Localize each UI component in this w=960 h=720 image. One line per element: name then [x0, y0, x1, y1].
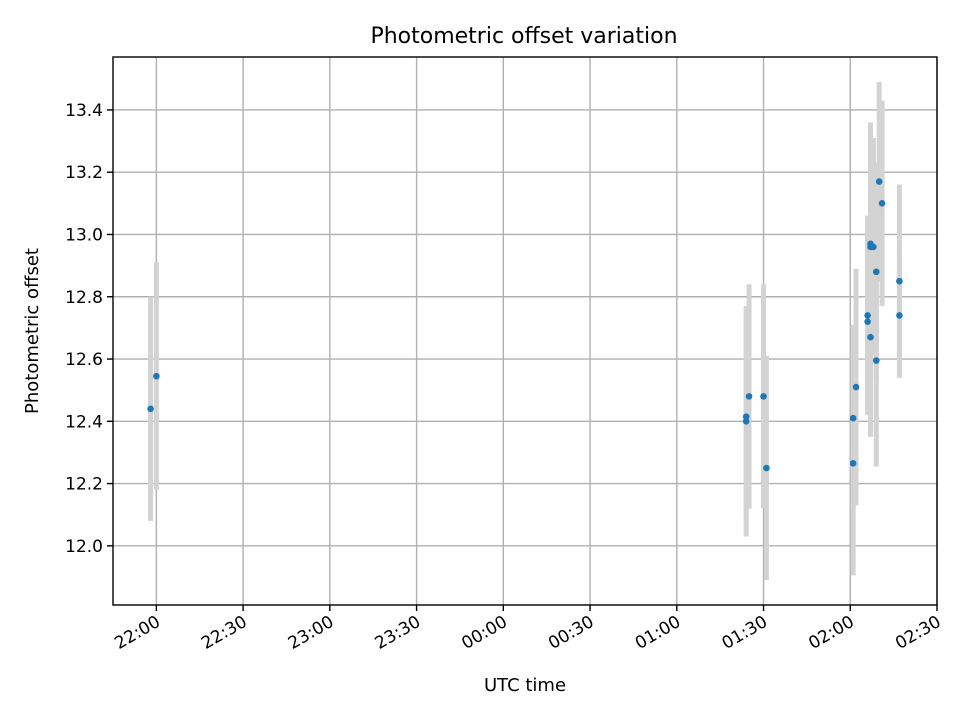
data-point: [742, 413, 750, 420]
y-tick-label: 13.4: [65, 101, 103, 121]
data-point: [896, 277, 903, 285]
y-axis-label: Photometric offset: [22, 248, 43, 414]
plot-frame: [112, 56, 938, 606]
data-point: [147, 405, 154, 413]
data-point: [852, 383, 860, 391]
data-point: [745, 393, 753, 400]
data-point: [849, 460, 857, 467]
data-point: [896, 312, 903, 319]
data-point: [870, 243, 877, 251]
data-point: [875, 178, 883, 185]
data-point: [872, 268, 880, 276]
data-point: [153, 372, 160, 380]
data-point: [763, 464, 770, 472]
point-layer: [147, 178, 903, 472]
y-tick-label: 13.0: [65, 225, 103, 245]
chart-title: Photometric offset variation: [370, 24, 677, 49]
data-point: [872, 357, 880, 364]
data-point: [867, 333, 874, 341]
data-point: [742, 417, 750, 425]
x-axis-label: UTC time: [484, 675, 566, 696]
y-tick-label: 12.6: [65, 350, 103, 370]
data-point: [878, 200, 886, 207]
x-tick-label: 22:30: [198, 612, 250, 654]
data-point: [864, 318, 871, 325]
grid-layer: [113, 57, 938, 605]
x-tick-label: 02:00: [805, 612, 857, 654]
y-tick-label: 12.8: [65, 288, 103, 308]
x-tick-label: 02:30: [892, 612, 944, 654]
y-tick-label: 12.4: [65, 412, 103, 432]
x-tick-label: 23:00: [285, 612, 337, 654]
data-point: [864, 312, 871, 319]
x-tick-label: 00:00: [458, 612, 510, 654]
x-tick-label: 01:30: [719, 612, 771, 654]
y-tick-label: 12.2: [65, 475, 103, 495]
data-point: [849, 414, 857, 422]
y-tick-label: 12.0: [65, 537, 103, 557]
data-point: [760, 393, 767, 400]
x-tick-label: 00:30: [545, 612, 597, 654]
y-tick-label: 13.2: [65, 163, 103, 183]
x-tick-label: 22:00: [111, 612, 163, 654]
x-tick-label: 23:30: [372, 612, 424, 654]
x-tick-label: 01:00: [632, 612, 684, 654]
tick-layer: 22:00 22:30 23:00 23:30 00:00 00:30 01:00 01:30…: [65, 101, 944, 654]
errorbar-layer: [148, 81, 902, 581]
